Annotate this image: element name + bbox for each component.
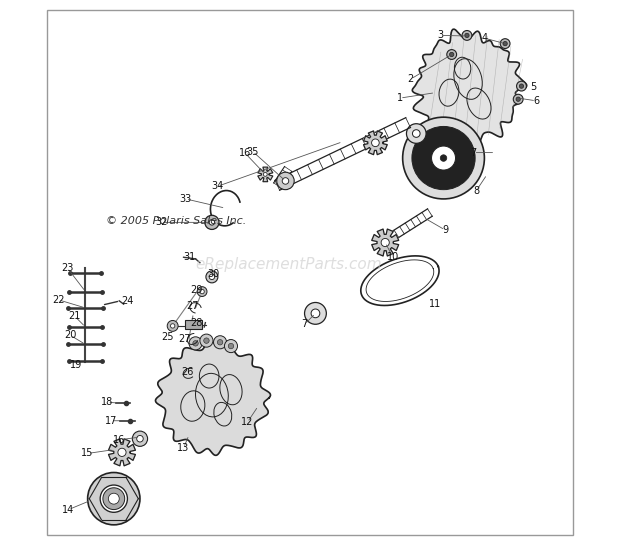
- Polygon shape: [258, 167, 273, 181]
- Circle shape: [412, 130, 420, 137]
- Circle shape: [132, 431, 148, 446]
- Circle shape: [381, 239, 389, 246]
- Text: 7: 7: [471, 148, 477, 158]
- Circle shape: [503, 41, 507, 46]
- Circle shape: [197, 287, 207, 296]
- Text: 30: 30: [207, 269, 219, 278]
- Circle shape: [87, 473, 140, 525]
- Text: 13: 13: [177, 443, 190, 453]
- Text: 31: 31: [183, 252, 195, 262]
- Polygon shape: [363, 131, 388, 155]
- Text: 10: 10: [387, 252, 399, 262]
- Text: 6: 6: [533, 96, 539, 106]
- Text: 32: 32: [156, 217, 168, 227]
- Circle shape: [200, 334, 213, 347]
- Text: 11: 11: [429, 299, 441, 308]
- Text: 25: 25: [161, 332, 174, 342]
- Circle shape: [200, 289, 204, 294]
- Circle shape: [218, 340, 223, 345]
- Text: 1: 1: [397, 93, 403, 103]
- Circle shape: [170, 324, 175, 328]
- Circle shape: [432, 146, 456, 170]
- Circle shape: [412, 126, 475, 190]
- Circle shape: [407, 124, 426, 143]
- Text: 17: 17: [105, 416, 117, 426]
- Circle shape: [228, 343, 234, 349]
- Circle shape: [304, 302, 326, 324]
- Text: 19: 19: [69, 360, 82, 370]
- Circle shape: [516, 81, 526, 91]
- Text: 33: 33: [180, 194, 192, 204]
- Circle shape: [118, 448, 126, 457]
- Circle shape: [277, 172, 294, 190]
- Circle shape: [402, 117, 484, 199]
- Circle shape: [500, 39, 510, 49]
- Text: 22: 22: [52, 295, 64, 305]
- Circle shape: [189, 337, 202, 350]
- Circle shape: [136, 435, 143, 442]
- Circle shape: [264, 172, 267, 177]
- Circle shape: [209, 274, 215, 280]
- Text: © 2005 Polaris Sales Inc.: © 2005 Polaris Sales Inc.: [105, 216, 246, 226]
- Polygon shape: [108, 439, 135, 466]
- Text: 29: 29: [190, 285, 203, 295]
- Circle shape: [462, 31, 472, 40]
- Text: 7: 7: [301, 319, 308, 329]
- Circle shape: [213, 336, 227, 349]
- Text: 9: 9: [442, 225, 448, 235]
- Circle shape: [167, 320, 178, 331]
- Text: 26: 26: [181, 367, 193, 377]
- Circle shape: [205, 215, 219, 229]
- Text: 8: 8: [473, 186, 479, 196]
- Circle shape: [206, 271, 218, 283]
- Text: 18: 18: [101, 397, 113, 407]
- Text: 21: 21: [68, 311, 81, 321]
- Circle shape: [371, 139, 379, 147]
- Circle shape: [447, 50, 456, 59]
- Polygon shape: [156, 340, 270, 455]
- Text: 16: 16: [113, 435, 125, 445]
- Circle shape: [282, 178, 289, 184]
- Text: 3: 3: [438, 31, 444, 40]
- Text: 35: 35: [247, 147, 259, 156]
- Circle shape: [465, 33, 469, 38]
- Text: 14: 14: [63, 505, 74, 514]
- Circle shape: [204, 338, 209, 343]
- Polygon shape: [412, 29, 527, 143]
- Circle shape: [450, 52, 454, 57]
- Circle shape: [224, 340, 237, 353]
- Circle shape: [108, 493, 119, 504]
- Text: 2: 2: [408, 74, 414, 84]
- Text: eReplacementParts.com: eReplacementParts.com: [195, 257, 381, 272]
- Text: 5: 5: [530, 82, 536, 92]
- Text: 24: 24: [122, 296, 134, 306]
- Circle shape: [209, 220, 215, 225]
- Text: 20: 20: [64, 330, 76, 340]
- Text: 15: 15: [81, 449, 94, 458]
- Circle shape: [520, 84, 524, 88]
- Polygon shape: [372, 229, 399, 256]
- Text: 23: 23: [61, 263, 74, 273]
- Text: 28: 28: [190, 318, 203, 328]
- FancyBboxPatch shape: [185, 320, 202, 329]
- Text: 16: 16: [239, 148, 250, 158]
- Circle shape: [103, 488, 125, 510]
- Circle shape: [311, 309, 320, 318]
- Text: 4: 4: [481, 33, 487, 43]
- Circle shape: [100, 485, 128, 512]
- Circle shape: [516, 97, 520, 101]
- Text: 27: 27: [187, 301, 199, 311]
- Text: 34: 34: [211, 181, 223, 191]
- Text: 12: 12: [241, 417, 254, 427]
- Circle shape: [193, 341, 198, 346]
- Text: 27: 27: [179, 334, 191, 344]
- Circle shape: [440, 155, 447, 161]
- Circle shape: [513, 94, 523, 104]
